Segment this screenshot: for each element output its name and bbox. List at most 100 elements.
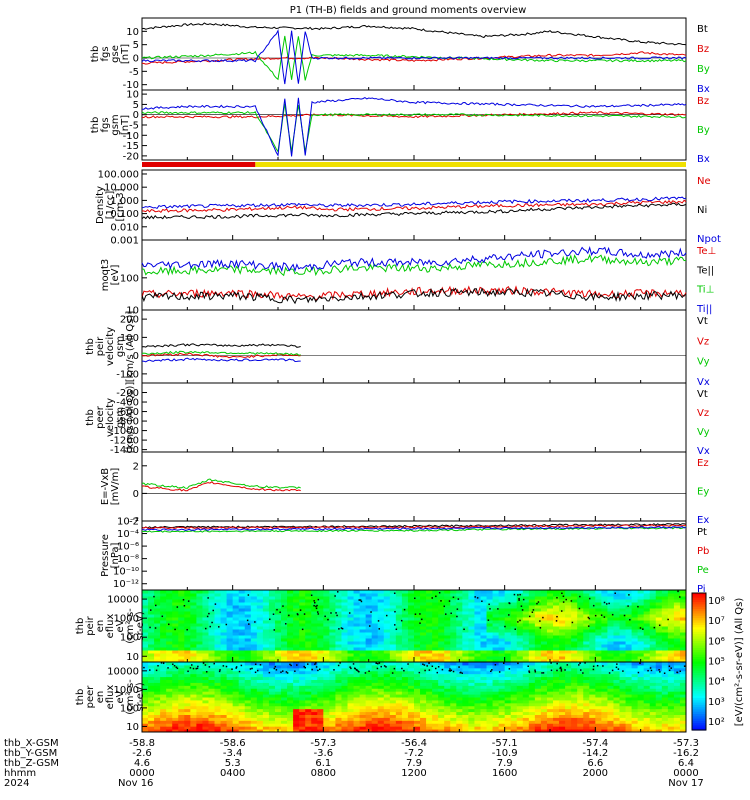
spectrogram-cell	[268, 685, 276, 689]
spectrogram-cell	[220, 623, 228, 627]
spectrogram-cell	[274, 679, 282, 683]
y-axis-label-line: moqt3	[100, 259, 111, 292]
spectrogram-cell	[438, 679, 445, 683]
spectrogram-cell	[377, 685, 385, 689]
spectrogram-cell	[317, 711, 324, 715]
noise-speck	[456, 615, 458, 618]
spectrogram-cell	[577, 638, 584, 642]
spectrogram-cell	[190, 629, 197, 633]
spectrogram-cell	[293, 691, 300, 695]
spectrogram-cell	[571, 670, 578, 675]
spectrogram-cell	[154, 676, 161, 680]
spectrogram-cell	[184, 629, 191, 633]
spectrogram-cell	[637, 611, 645, 615]
spectrogram-cell	[486, 611, 494, 615]
spectrogram-cell	[238, 650, 246, 654]
spectrogram-cell	[607, 614, 614, 618]
spectrogram-cell	[613, 691, 621, 695]
spectrogram-cell	[256, 685, 264, 689]
noise-speck	[579, 595, 581, 598]
noise-speck	[647, 669, 649, 672]
spectrogram-cell	[565, 699, 572, 704]
noise-speck	[168, 623, 170, 626]
y-axis-label-line: fgs	[100, 117, 111, 132]
spectrogram-cell	[679, 729, 687, 733]
spectrogram-cell	[613, 720, 621, 724]
spectrogram-cell	[281, 647, 288, 651]
noise-speck	[218, 626, 220, 628]
noise-speck	[542, 616, 544, 619]
spectrogram-cell	[619, 673, 627, 678]
spectrogram-cell	[480, 694, 488, 698]
spectrogram-cell	[226, 708, 234, 713]
spectrogram-cell	[607, 620, 614, 624]
spectrogram-cell	[426, 723, 433, 727]
spectrogram-cell	[468, 590, 475, 594]
spectrogram-cell	[528, 711, 536, 715]
spectrogram-cell	[661, 708, 669, 713]
spectrogram-cell	[238, 705, 246, 710]
spectrogram-cell	[353, 650, 361, 654]
spectrogram-cell	[214, 650, 222, 654]
spectrogram-cell	[389, 599, 397, 603]
spectrogram-cell	[667, 682, 675, 686]
spectrogram-cell	[540, 629, 548, 633]
spectrogram-cell	[293, 641, 300, 645]
spectrogram-cell	[160, 620, 167, 624]
spectrogram-cell	[148, 632, 155, 636]
spectrogram-cell	[456, 590, 463, 594]
spectrogram-cell	[426, 611, 433, 615]
spectrogram-cell	[256, 647, 264, 651]
spectrogram-cell	[208, 656, 216, 660]
spectrogram-cell	[534, 602, 542, 606]
spectrogram-cell	[377, 688, 385, 692]
spectrogram-cell	[583, 605, 590, 609]
spectrogram-cell	[353, 608, 361, 612]
spectrogram-cell	[528, 682, 536, 686]
spectrogram-cell	[655, 679, 663, 683]
noise-speck	[247, 594, 250, 596]
spectrogram-cell	[546, 614, 554, 618]
spectrogram-cell	[534, 605, 542, 609]
spectrogram-cell	[335, 593, 342, 597]
spectrogram-cell	[160, 653, 167, 657]
spectrogram-cell	[299, 632, 306, 636]
spectrogram-cell	[577, 679, 584, 683]
spectrogram-cell	[365, 641, 373, 645]
spectrogram-cell	[238, 644, 246, 648]
noise-speck	[520, 605, 523, 607]
spectrogram-cell	[293, 670, 300, 675]
spectrogram-cell	[281, 676, 288, 680]
spectrogram-cell	[208, 650, 216, 654]
spectrogram-cell	[504, 641, 512, 645]
spectrogram-cell	[250, 676, 258, 680]
spectrogram-cell	[420, 670, 427, 675]
spectrogram-cell	[583, 596, 590, 600]
spectrogram-cell	[347, 647, 355, 651]
spectrogram-cell	[335, 685, 342, 689]
spectrogram-cell	[407, 644, 415, 648]
spectrogram-cell	[250, 705, 258, 710]
spectrogram-cell	[462, 726, 469, 730]
spectrogram-cell	[546, 711, 554, 715]
spectrogram-cell	[148, 664, 155, 669]
noise-speck	[436, 671, 439, 674]
noise-speck	[518, 597, 520, 600]
spectrogram-cell	[244, 602, 252, 606]
spectrogram-cell	[377, 670, 385, 675]
spectrogram-cell	[281, 705, 288, 710]
spectrogram-cell	[347, 679, 355, 683]
spectrogram-cell	[262, 653, 270, 657]
spectrogram-cell	[160, 608, 167, 612]
spectrogram-cell	[462, 605, 469, 609]
spectrogram-cell	[571, 697, 578, 701]
spectrogram-cell	[498, 656, 506, 660]
spectrogram-cell	[383, 632, 391, 636]
spectrogram-cell	[359, 617, 367, 621]
spectrogram-cell	[595, 650, 602, 654]
noise-speck	[208, 666, 211, 668]
spectrogram-cell	[208, 641, 216, 645]
spectrogram-cell	[160, 599, 167, 603]
spectrogram-cell	[208, 679, 216, 683]
spectrogram-cell	[595, 685, 602, 689]
